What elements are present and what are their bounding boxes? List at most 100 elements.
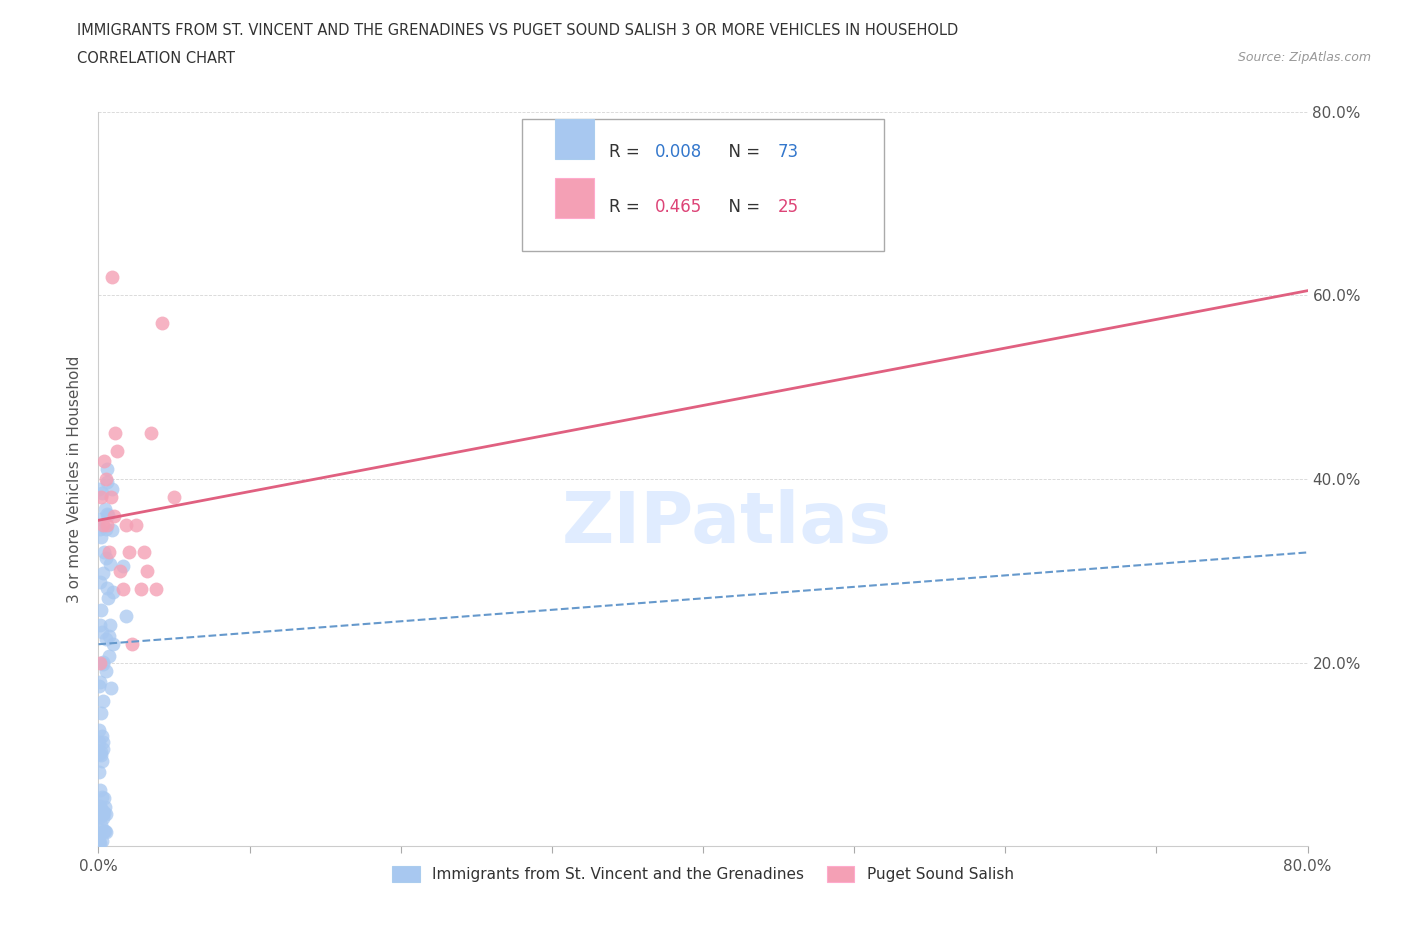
Point <box>97 508 120 523</box>
Y-axis label: 3 or more Vehicles in Household: 3 or more Vehicles in Household <box>67 355 83 603</box>
Point <box>90 802 112 817</box>
Point <box>89 798 111 813</box>
Point <box>90 728 112 743</box>
Point <box>94 501 117 516</box>
Point <box>91 517 114 532</box>
Point <box>101 523 124 538</box>
Point <box>89 734 111 749</box>
Point <box>89 822 111 837</box>
Point <box>89 783 111 798</box>
Text: ZIPatlas: ZIPatlas <box>562 488 893 557</box>
Point <box>93 453 115 468</box>
Text: 0.465: 0.465 <box>655 198 702 216</box>
Point <box>90 804 112 818</box>
Point <box>105 444 128 458</box>
Point <box>93 805 115 820</box>
Point <box>87 836 110 851</box>
Point <box>121 637 143 652</box>
Point <box>101 585 124 600</box>
Point <box>91 624 114 639</box>
Point <box>112 559 135 574</box>
Point <box>91 833 114 848</box>
Point <box>96 580 118 595</box>
Point <box>90 603 112 618</box>
Point <box>145 582 167 597</box>
Point <box>94 631 117 646</box>
Text: IMMIGRANTS FROM ST. VINCENT AND THE GRENADINES VS PUGET SOUND SALISH 3 OR MORE V: IMMIGRANTS FROM ST. VINCENT AND THE GREN… <box>77 23 959 38</box>
Point <box>103 508 125 523</box>
Point <box>90 490 112 505</box>
Point <box>118 545 141 560</box>
Point <box>91 810 114 825</box>
Point <box>108 564 131 578</box>
FancyBboxPatch shape <box>522 119 884 251</box>
Point <box>150 315 173 330</box>
Point <box>89 835 111 850</box>
Text: R =: R = <box>609 142 645 161</box>
Point <box>87 678 110 693</box>
Point <box>90 806 112 821</box>
Point <box>98 556 121 571</box>
Text: N =: N = <box>717 198 765 216</box>
Point <box>97 629 120 644</box>
Point <box>91 790 114 805</box>
Point <box>141 426 163 441</box>
Point <box>91 694 114 709</box>
Point <box>96 507 118 522</box>
Point <box>91 566 114 581</box>
Point <box>90 817 112 832</box>
Point <box>91 804 114 818</box>
Point <box>101 482 124 497</box>
Point <box>91 657 114 671</box>
FancyBboxPatch shape <box>555 119 595 159</box>
Point <box>87 747 110 762</box>
Point <box>100 490 122 505</box>
Point <box>94 825 117 840</box>
Point <box>104 426 127 441</box>
FancyBboxPatch shape <box>555 178 595 218</box>
Point <box>87 764 110 779</box>
Point <box>87 833 110 848</box>
Point <box>97 591 120 605</box>
Text: R =: R = <box>609 198 645 216</box>
Point <box>89 522 111 537</box>
Point <box>96 475 118 490</box>
Point <box>163 490 186 505</box>
Point <box>90 705 112 720</box>
Point <box>111 582 134 597</box>
Point <box>89 805 111 820</box>
Point <box>90 745 112 760</box>
Legend: Immigrants from St. Vincent and the Grenadines, Puget Sound Salish: Immigrants from St. Vincent and the Gren… <box>385 858 1021 890</box>
Point <box>87 512 110 526</box>
Point <box>93 824 115 839</box>
Point <box>96 462 118 477</box>
Point <box>125 517 148 532</box>
Point <box>93 824 115 839</box>
Point <box>101 637 124 652</box>
Text: 0.008: 0.008 <box>655 142 702 161</box>
Point <box>90 529 112 544</box>
Point <box>93 544 115 559</box>
Point <box>91 655 114 670</box>
Point <box>100 680 122 695</box>
Point <box>90 748 112 763</box>
Point <box>93 790 115 805</box>
Point <box>94 663 117 678</box>
Point <box>89 674 111 689</box>
Text: N =: N = <box>717 142 765 161</box>
Point <box>132 545 155 560</box>
Point <box>91 735 114 750</box>
Point <box>98 618 121 632</box>
Point <box>89 655 111 670</box>
Point <box>98 545 121 560</box>
Point <box>114 517 136 532</box>
Text: CORRELATION CHART: CORRELATION CHART <box>77 51 235 66</box>
Point <box>91 741 114 756</box>
Point <box>129 582 152 597</box>
Point <box>94 806 117 821</box>
Point <box>89 810 111 825</box>
Point <box>94 799 117 814</box>
Point <box>98 648 121 663</box>
Point <box>96 517 118 532</box>
Point <box>90 753 112 768</box>
